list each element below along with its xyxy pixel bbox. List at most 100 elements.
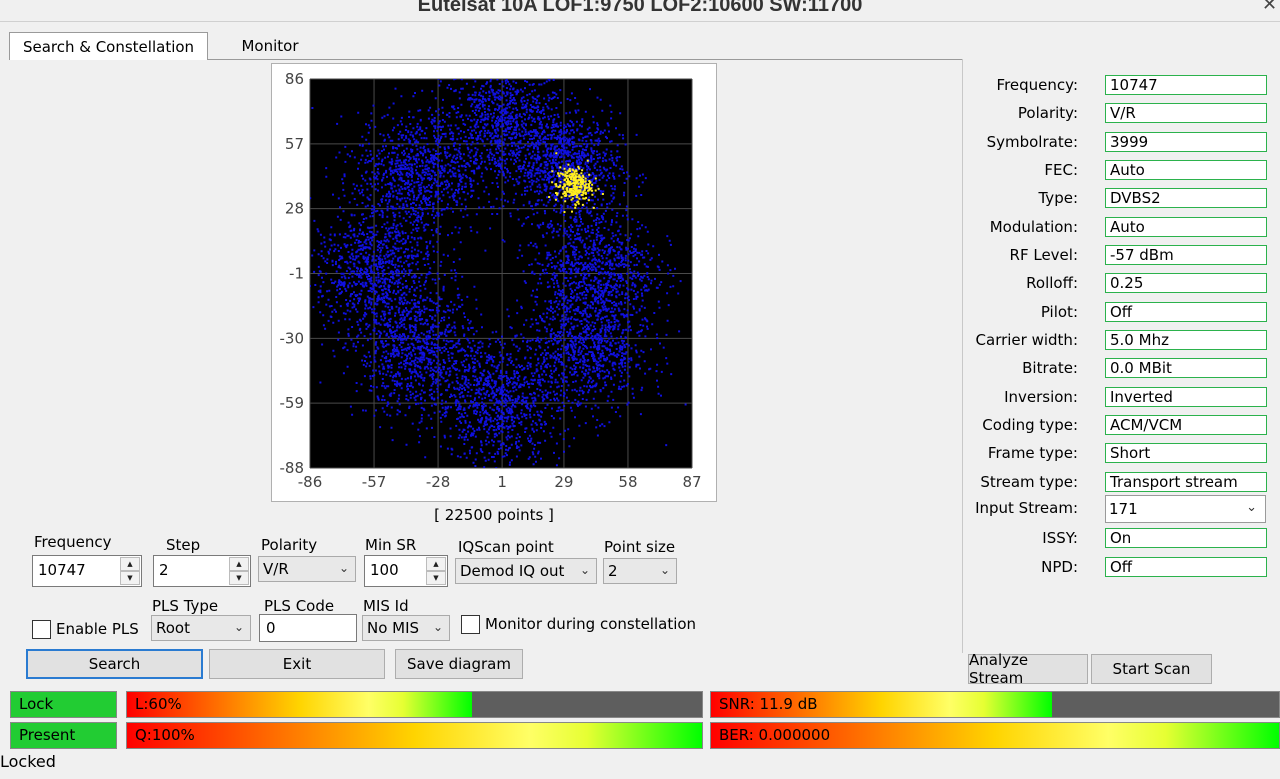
info-key: Carrier width: [975,331,1078,349]
spin-down-icon[interactable]: ▼ [426,571,446,585]
info-key: Pilot: [1040,303,1078,321]
spin-up-icon[interactable]: ▲ [120,557,140,571]
scatter-points [310,79,687,468]
info-value: Auto [1105,160,1267,180]
info-value: DVBS2 [1105,188,1267,208]
info-value: On [1105,528,1267,548]
search-button[interactable]: Search [26,649,203,679]
info-key: Modulation: [989,218,1078,236]
snr-text: SNR: 11.9 dB [719,695,818,713]
chevron-down-icon: ⌄ [659,563,670,577]
info-key: Inversion: [1004,388,1078,406]
chevron-down-icon: ⌄ [233,620,244,634]
info-value: Short [1105,443,1267,463]
pls-code-input[interactable]: 0 [259,614,357,642]
info-value: V/R [1105,103,1267,123]
enable-pls-checkbox[interactable] [32,620,51,639]
iqscan-value: Demod IQ out [460,562,565,580]
info-row: Coding type: ACM/VCM [968,415,1268,437]
x-tick-label: 87 [682,473,701,491]
info-key: Type: [1038,189,1078,207]
input-stream-select[interactable]: 171 ⌄ [1105,495,1266,523]
point-size-select[interactable]: 2 ⌄ [603,558,677,584]
info-row: Pilot: Off [968,302,1268,324]
monitor-during-label: Monitor during constellation [485,615,697,633]
spin-down-icon[interactable]: ▼ [120,571,140,585]
spin-up-icon[interactable]: ▲ [229,557,249,571]
info-key: FEC: [1044,161,1078,179]
ber-text: BER: 0.000000 [719,726,831,744]
info-key: Symbolrate: [986,133,1078,151]
polarity-value: V/R [263,560,289,578]
min-sr-value: 100 [370,561,399,579]
iqscan-select[interactable]: Demod IQ out ⌄ [455,558,597,584]
info-value: 5.0 Mhz [1105,330,1267,350]
close-icon[interactable]: ✕ [1262,0,1278,15]
info-row: Carrier width: 5.0 Mhz [968,330,1268,352]
step-spinbox[interactable]: 2 ▲ ▼ [153,555,251,587]
info-row: FEC: Auto [968,160,1268,182]
mis-id-select[interactable]: No MIS ⌄ [362,615,450,641]
y-tick-label: 28 [285,200,304,218]
step-value: 2 [159,561,169,579]
step-label: Step [166,536,201,554]
info-value: Inverted [1105,387,1267,407]
point-size-label: Point size [604,538,676,556]
x-tick-label: 1 [497,473,507,491]
point-cluster-8 [311,95,512,260]
present-indicator: Present [10,722,117,749]
chevron-down-icon: ⌄ [579,563,590,577]
info-value: 0.0 MBit [1105,358,1267,378]
snr-bar-fill [711,692,1052,717]
monitor-during-checkbox[interactable] [461,615,480,634]
polarity-select[interactable]: V/R ⌄ [258,556,356,582]
input-stream-value: 171 [1109,500,1138,518]
x-tick-label: 58 [618,473,637,491]
exit-button[interactable]: Exit [209,649,385,679]
save-diagram-button[interactable]: Save diagram [395,649,523,679]
status-line: Locked [0,752,56,771]
info-row: Bitrate: 0.0 MBit [968,358,1268,380]
info-row: NPD: Off [968,557,1268,579]
info-value: ACM/VCM [1105,415,1267,435]
info-row: Inversion: Inverted [968,387,1268,409]
title-bar: Eutelsat 10A LOF1:9750 LOF2:10600 SW:117… [0,0,1280,22]
info-row: Type: DVBS2 [968,188,1268,210]
chevron-down-icon: ⌄ [1246,500,1257,515]
tab-monitor[interactable]: Monitor [241,36,299,55]
info-row: Modulation: Auto [968,217,1268,239]
analyze-stream-button[interactable]: Analyze Stream [968,651,1088,687]
spin-down-icon[interactable]: ▼ [229,571,249,585]
point-cluster-4 [497,246,687,447]
quality-bar-fill [127,723,702,748]
quality-text: Q:100% [135,726,195,744]
info-row: Polarity: V/R [968,103,1268,125]
lock-indicator: Lock [10,691,117,718]
constellation-svg: -86 -57 -28 1 29 58 87 86 57 28 -1 -30 -59 -88 [280,70,702,491]
frequency-label: Frequency [34,533,112,551]
x-tick-label: -57 [362,473,387,491]
point-cluster-5 [418,305,577,468]
input-stream-label: Input Stream: [975,499,1078,517]
info-key: Rolloff: [1026,274,1078,292]
spin-up-icon[interactable]: ▲ [426,557,446,571]
info-value: Off [1105,302,1267,322]
frequency-value: 10747 [38,561,86,579]
ber-bar-fill [711,723,1279,748]
info-row: ISSY: On [968,528,1268,550]
frequency-spinbox[interactable]: 10747 ▲ ▼ [32,555,142,587]
pls-type-select[interactable]: Root ⌄ [151,615,251,641]
info-value: -57 dBm [1105,245,1267,265]
point-cluster-7 [310,134,479,359]
min-sr-spinbox[interactable]: 100 ▲ ▼ [364,555,448,587]
input-stream-row: Input Stream: [968,498,1268,520]
tab-search-constellation[interactable]: Search & Constellation [9,32,208,60]
y-tick-label: 57 [285,135,304,153]
pls-type-value: Root [156,619,190,637]
pls-code-value: 0 [266,619,276,637]
point-cluster-6 [319,248,529,446]
snr-bar: SNR: 11.9 dB [710,691,1280,718]
x-tick-label: 29 [554,473,573,491]
info-row: Rolloff: 0.25 [968,273,1268,295]
start-scan-button[interactable]: Start Scan [1091,654,1212,684]
